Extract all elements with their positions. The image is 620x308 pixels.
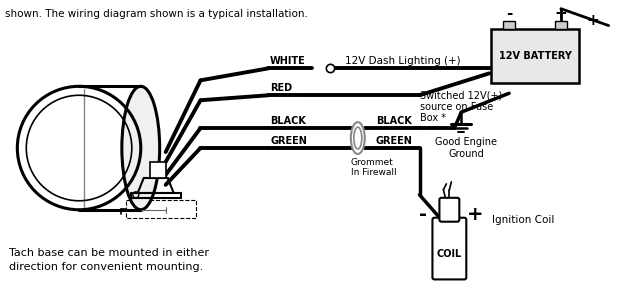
Text: COIL: COIL	[436, 249, 462, 258]
Text: RED: RED	[270, 83, 292, 93]
Circle shape	[17, 86, 141, 210]
Ellipse shape	[122, 86, 160, 210]
Text: -: -	[420, 205, 427, 224]
Text: +: +	[467, 205, 484, 224]
Text: GREEN: GREEN	[376, 136, 412, 146]
Text: Ignition Coil: Ignition Coil	[492, 215, 554, 225]
Text: -: -	[506, 6, 512, 21]
Text: shown. The wiring diagram shown is a typical installation.: shown. The wiring diagram shown is a typ…	[6, 9, 308, 19]
Text: 12V Dash Lighting (+): 12V Dash Lighting (+)	[345, 56, 461, 67]
Text: direction for convenient mounting.: direction for convenient mounting.	[9, 261, 203, 272]
Text: Tach base can be mounted in either: Tach base can be mounted in either	[9, 248, 210, 257]
Text: GREEN: GREEN	[270, 136, 307, 146]
Text: +: +	[587, 13, 600, 28]
Bar	[503, 21, 515, 29]
FancyBboxPatch shape	[432, 218, 466, 279]
Bar	[149, 162, 166, 178]
FancyBboxPatch shape	[440, 198, 459, 222]
Text: Grommet
In Firewall: Grommet In Firewall	[351, 158, 396, 177]
Text: 12V BATTERY: 12V BATTERY	[498, 51, 572, 61]
Text: BLACK: BLACK	[376, 116, 412, 126]
Text: WHITE: WHITE	[270, 56, 306, 67]
Bar	[491, 29, 579, 83]
Ellipse shape	[351, 122, 365, 154]
Text: +: +	[554, 6, 567, 21]
Text: Good Engine
Ground: Good Engine Ground	[435, 137, 497, 159]
Text: BLACK: BLACK	[270, 116, 306, 126]
Bar	[555, 21, 567, 29]
Bar	[126, 200, 195, 218]
Text: Switched 12V(+)
source on Fuse
Box *: Switched 12V(+) source on Fuse Box *	[420, 90, 502, 124]
